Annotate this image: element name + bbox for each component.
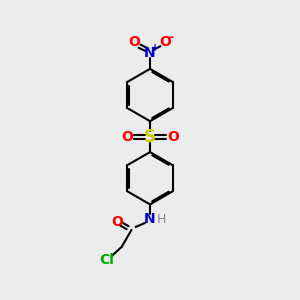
Text: O: O <box>121 130 133 144</box>
Text: H: H <box>157 213 166 226</box>
Text: +: + <box>151 44 159 53</box>
Text: O: O <box>160 35 171 49</box>
Text: S: S <box>144 128 156 146</box>
Text: -: - <box>168 31 173 44</box>
Text: N: N <box>144 46 156 60</box>
Text: O: O <box>167 130 179 144</box>
Text: Cl: Cl <box>99 253 114 267</box>
Text: O: O <box>111 215 123 229</box>
Text: O: O <box>129 35 140 49</box>
Text: N: N <box>144 212 156 226</box>
